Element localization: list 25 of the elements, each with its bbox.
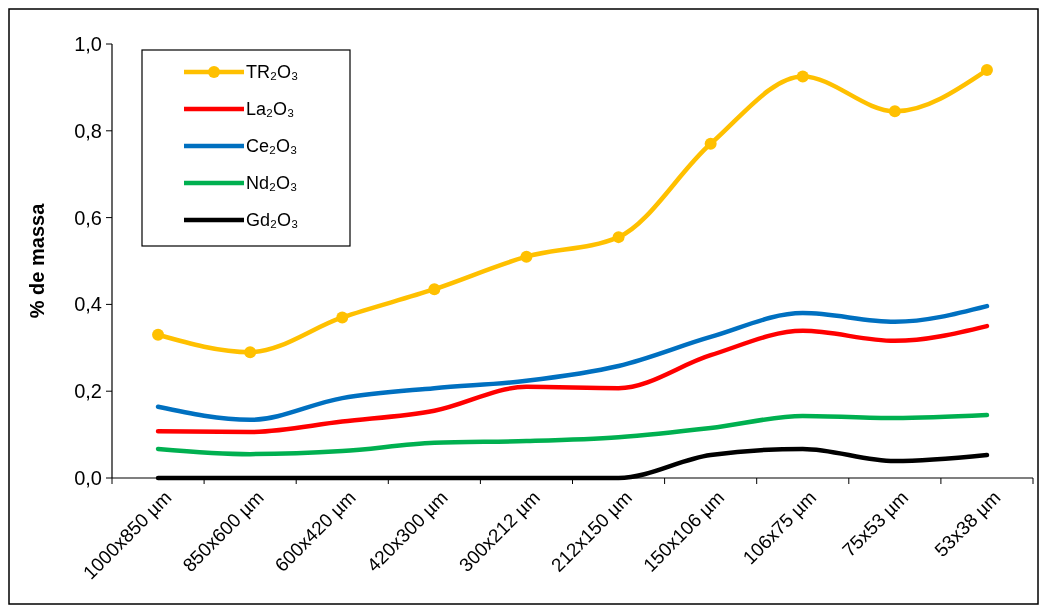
- point: [796, 70, 809, 83]
- y-tick-label: 1,0: [74, 33, 102, 55]
- line-series: [155, 303, 990, 423]
- line-series: [155, 323, 990, 435]
- y-axis-title: % de massa: [26, 202, 48, 319]
- legend-label: TR₂O₃: [246, 62, 299, 83]
- point: [980, 64, 993, 77]
- point: [888, 105, 901, 118]
- legend-label: Ce₂O₃: [246, 136, 298, 157]
- point: [520, 250, 533, 263]
- y-tick-label: 0,2: [74, 380, 102, 403]
- legend-label: Nd₂O₃: [246, 173, 298, 194]
- point: [244, 346, 257, 359]
- y-tick-label: 0,6: [74, 206, 102, 229]
- legend-label: Gd₂O₃: [246, 210, 299, 231]
- point: [152, 328, 165, 341]
- point: [336, 311, 349, 324]
- legend-label: La₂O₃: [246, 99, 295, 120]
- point: [612, 231, 625, 244]
- point: [704, 137, 717, 150]
- y-tick-label: 0,8: [74, 119, 102, 142]
- point: [428, 283, 441, 296]
- y-tick-label: 0,4: [74, 293, 102, 316]
- y-tick-label: 0,0: [74, 467, 102, 489]
- line-series: [155, 412, 990, 457]
